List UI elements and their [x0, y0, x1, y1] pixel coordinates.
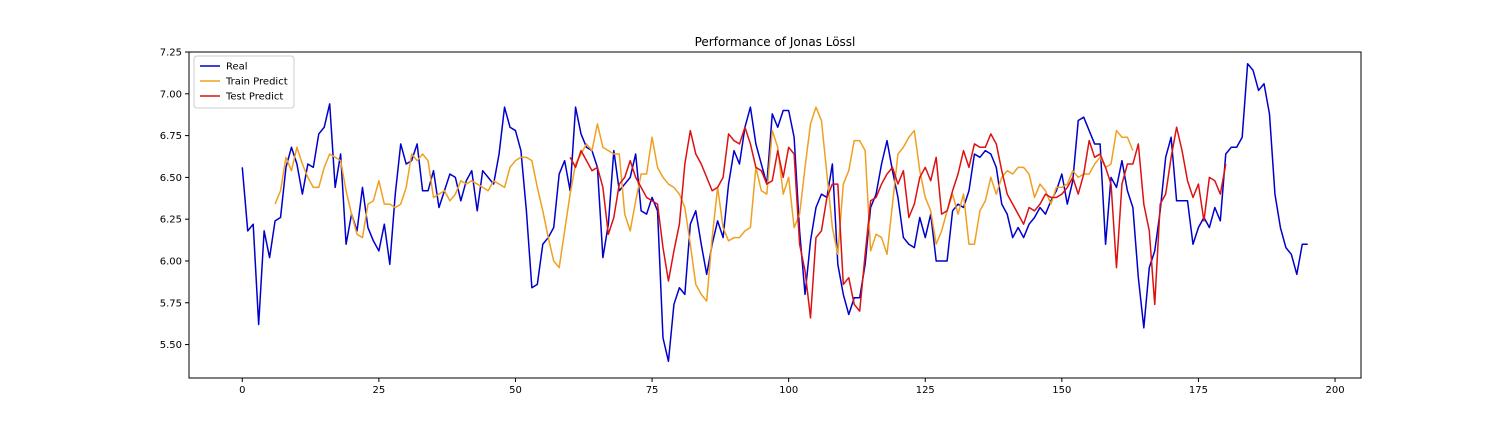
y-tick-label: 5.75	[160, 298, 182, 309]
x-tick-label: 25	[373, 385, 386, 396]
y-tick-label: 6.75	[160, 131, 182, 142]
y-tick-label: 6.25	[160, 215, 182, 226]
x-axis: 0 25 50 75 100 125 150 175 200	[239, 378, 1345, 396]
y-axis: 5.50 5.75 6.00 6.25 6.50 6.75 7.00 7.25	[160, 48, 189, 351]
series-line-real	[241, 62, 1308, 363]
legend-label: Train Predict	[225, 77, 288, 88]
series-line-test-predict	[569, 126, 1227, 319]
y-tick-label: 6.00	[160, 256, 182, 267]
x-tick-label: 150	[1052, 385, 1071, 396]
legend-box	[193, 55, 295, 109]
legend: Real Train Predict Test Predict	[193, 55, 295, 109]
y-tick-label: 6.50	[160, 173, 182, 184]
legend-label: Real	[226, 62, 248, 73]
x-tick-label: 125	[916, 385, 935, 396]
x-tick-label: 50	[509, 385, 522, 396]
series-layer	[241, 62, 1308, 363]
x-tick-label: 75	[646, 385, 659, 396]
x-tick-label: 200	[1325, 385, 1344, 396]
y-tick-label: 5.50	[160, 340, 182, 351]
x-tick-label: 175	[1189, 385, 1208, 396]
y-tick-label: 7.25	[160, 48, 182, 59]
series-line-train-predict	[274, 106, 1134, 302]
plot-area-frame	[188, 51, 1362, 379]
chart-title: Performance of Jonas Lössl	[695, 35, 856, 49]
y-tick-label: 7.00	[160, 89, 182, 100]
legend-label: Test Predict	[225, 92, 283, 103]
x-tick-label: 100	[779, 385, 798, 396]
x-tick-label: 0	[239, 385, 245, 396]
